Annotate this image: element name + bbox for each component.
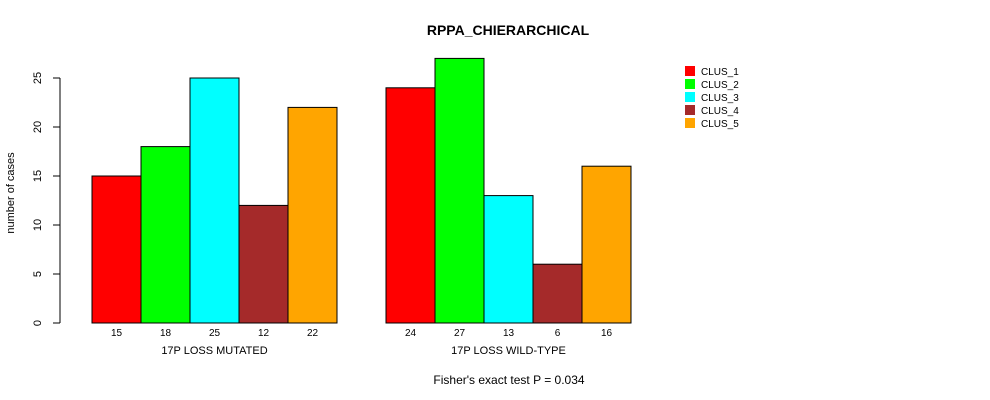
- bar-clus-2: [140, 146, 191, 324]
- legend: CLUS_1 CLUS_2 CLUS_3 CLUS_4 CLUS_5: [685, 66, 739, 130]
- bar-count-label: 6: [555, 328, 561, 339]
- bar-count-label: 13: [503, 328, 515, 339]
- bar-clus-1: [91, 175, 142, 324]
- y-tick-label: 10: [32, 219, 44, 231]
- bar-count-label: 18: [160, 328, 172, 339]
- bar-count-label: 16: [601, 328, 613, 339]
- y-tick-label: 25: [32, 72, 44, 84]
- legend-swatch: [685, 79, 695, 89]
- bar-clus-1: [385, 87, 436, 324]
- y-tick-label: 20: [32, 121, 44, 133]
- bar-count-label: 22: [307, 328, 319, 339]
- y-tick-label: 5: [32, 271, 44, 277]
- bar-clus-3: [189, 77, 240, 324]
- bar-clus-4: [238, 204, 289, 324]
- bar-count-label: 12: [258, 328, 270, 339]
- bar-count-label: 15: [111, 328, 123, 339]
- bar-clus-2: [434, 57, 485, 324]
- group-label: 17P LOSS WILD-TYPE: [451, 345, 566, 357]
- y-axis-label: number of cases: [5, 152, 17, 234]
- bar-count-label: 25: [209, 328, 221, 339]
- bar-clus-5: [581, 165, 632, 324]
- y-tick-label: 15: [32, 170, 44, 182]
- legend-swatch: [685, 118, 695, 128]
- legend-label: CLUS_4: [701, 106, 739, 117]
- chart-title: RPPA_CHIERARCHICAL: [427, 22, 590, 38]
- bar-count-label: 24: [405, 328, 417, 339]
- legend-label: CLUS_2: [701, 80, 739, 91]
- legend-label: CLUS_1: [701, 67, 739, 78]
- legend-swatch: [685, 66, 695, 76]
- legend-label: CLUS_3: [701, 93, 739, 104]
- legend-swatch: [685, 92, 695, 102]
- bar-count-label: 27: [454, 328, 466, 339]
- legend-label: CLUS_5: [701, 119, 739, 130]
- group-label: 17P LOSS MUTATED: [161, 345, 267, 357]
- y-axis: 0 5 10 15 20 25: [32, 72, 61, 326]
- bars: 15 18 25 12 22 17P LOSS MUTATED 24 27 13 6 16 17P L…: [91, 57, 632, 357]
- bar-clus-5: [287, 106, 338, 324]
- fisher-test-footer: Fisher's exact test P = 0.034: [433, 373, 584, 387]
- legend-swatch: [685, 105, 695, 115]
- y-tick-label: 0: [32, 320, 44, 326]
- bar-clus-4: [532, 263, 583, 324]
- bar-clus-3: [483, 195, 534, 324]
